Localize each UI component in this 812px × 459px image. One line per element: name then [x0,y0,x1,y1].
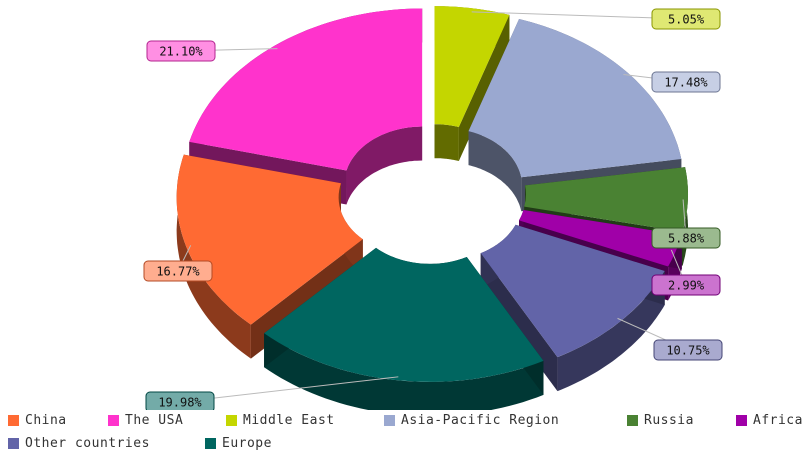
legend-label-asia-pacific: Asia-Pacific Region [401,413,560,428]
leader-line-middle-east [471,11,687,20]
data-label-box-africa [651,274,721,296]
data-label-china: 16.77% [156,265,200,279]
legend-item-europe[interactable]: Europe [205,436,272,451]
legend-item-middle-east[interactable]: Middle East [226,413,335,428]
legend-item-other-countries[interactable]: Other countries [8,436,150,451]
data-label-africa: 2.99% [668,279,705,293]
data-label-the-usa: 21.10% [159,45,203,59]
data-label-box-russia [651,227,721,249]
data-label-box-middle-east [651,8,721,30]
legend-item-africa[interactable]: Africa [736,413,803,428]
chart-legend: China The USA Middle East Asia-Pacific R… [8,413,812,459]
legend-swatch-asia-pacific [384,415,395,426]
legend-swatch-other-countries [8,438,19,449]
legend-label-china: China [25,413,67,428]
slice-africa[interactable] [519,209,682,267]
data-label-box-the-usa [146,40,216,62]
legend-label-africa: Africa [753,413,803,428]
data-labels: 16.77% 21.10% 5.05% 17.48% 5.88% 2.99% 10.75% 1… [143,8,723,410]
slice-the-usa[interactable] [189,8,423,171]
slice-asia-pacific-region[interactable] [468,19,682,178]
legend-item-china[interactable]: China [8,413,67,428]
legend-swatch-china [8,415,19,426]
legend-item-russia[interactable]: Russia [627,413,694,428]
legend-row-1: China The USA Middle East Asia-Pacific R… [8,413,812,436]
data-label-box-other-countries [653,339,723,361]
leader-line-europe [179,376,399,403]
legend-label-russia: Russia [644,413,694,428]
legend-row-2: Other countries Europe [8,436,812,459]
data-label-europe: 19.98% [158,396,202,410]
slice-russia[interactable] [524,167,688,232]
legend-label-europe: Europe [222,436,272,451]
legend-item-asia-pacific[interactable]: Asia-Pacific Region [384,413,559,428]
slice-europe[interactable] [264,247,544,382]
data-label-asia-pacific-region: 17.48% [664,76,708,90]
data-label-middle-east: 5.05% [668,13,705,27]
data-label-box-asia-pacific-region [651,71,721,93]
data-label-box-europe [145,391,215,410]
slice-china[interactable] [176,154,363,325]
slice-middle-east[interactable] [434,6,510,128]
legend-swatch-the-usa [108,415,119,426]
legend-swatch-middle-east [226,415,237,426]
legend-label-the-usa: The USA [125,413,184,428]
slice-other-countries[interactable] [480,224,665,358]
pie-chart: 16.77% 21.10% 5.05% 17.48% 5.88% 2.99% 10.75% 1… [143,6,723,410]
legend-swatch-europe [205,438,216,449]
data-label-russia: 5.88% [668,232,705,246]
legend-swatch-russia [627,415,638,426]
legend-swatch-africa [736,415,747,426]
legend-label-other-countries: Other countries [25,436,150,451]
data-label-other-countries: 10.75% [666,344,710,358]
legend-item-the-usa[interactable]: The USA [108,413,183,428]
legend-label-middle-east: Middle East [243,413,335,428]
data-label-box-china [143,260,213,282]
slice-tops [176,6,688,382]
